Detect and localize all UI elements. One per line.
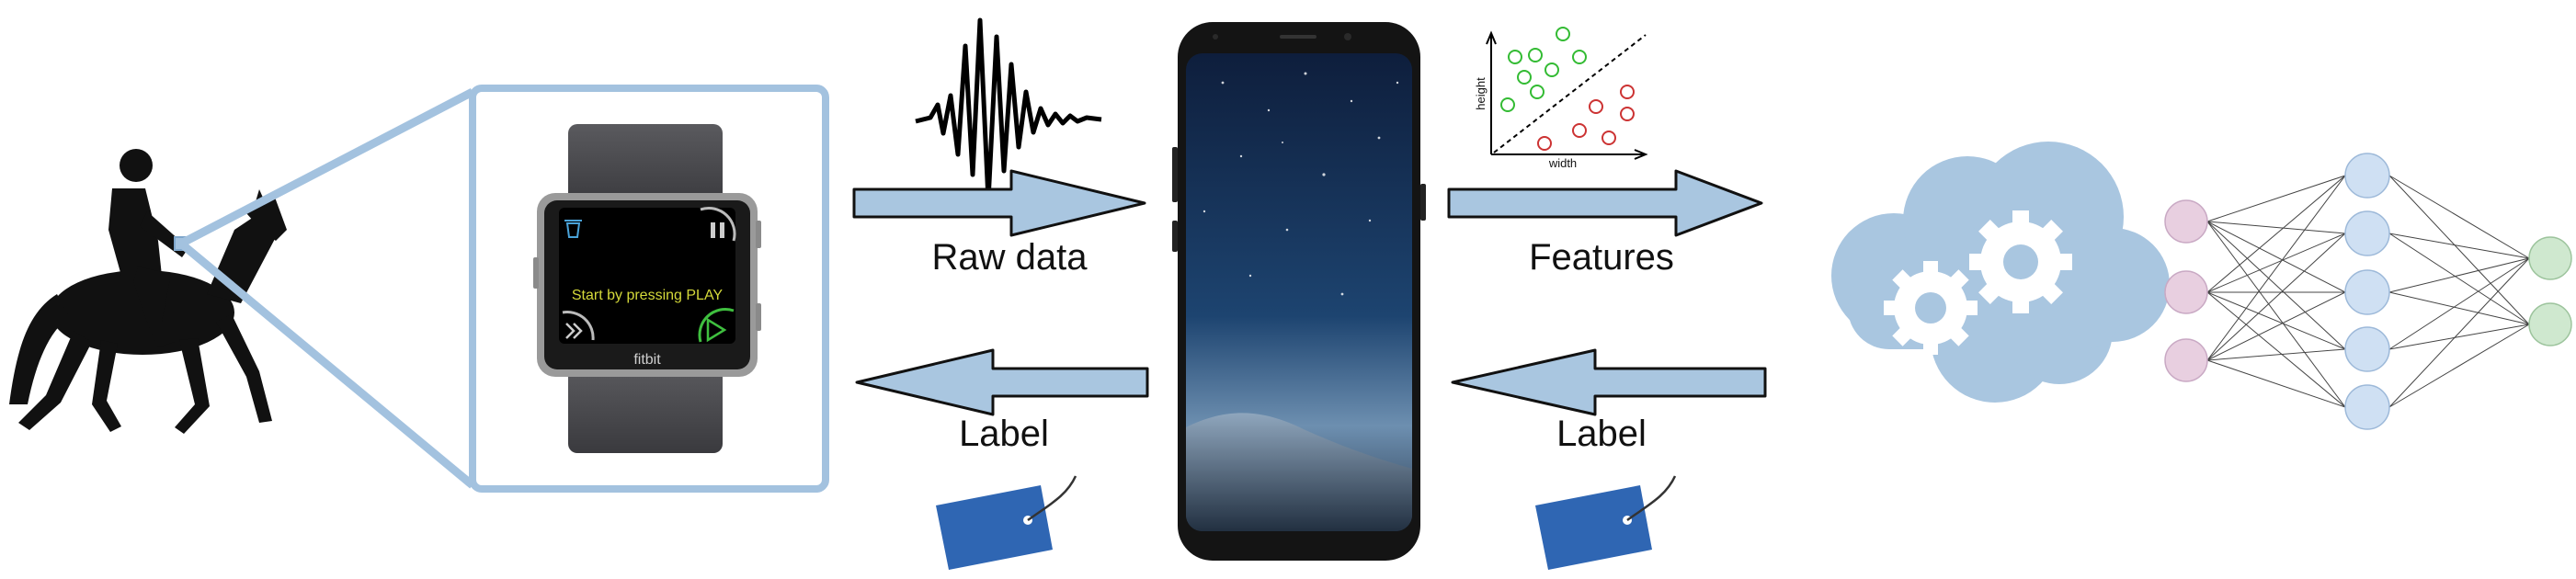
skip-icon xyxy=(562,311,595,341)
nn-hidden-node xyxy=(2344,326,2390,372)
nn-connection xyxy=(2206,221,2346,350)
nn-connection xyxy=(2206,221,2346,293)
nn-connection xyxy=(2206,175,2346,361)
smartphone xyxy=(1172,22,1426,561)
nn-connection xyxy=(2206,175,2346,222)
nn-connection xyxy=(2206,291,2346,350)
nn-connection xyxy=(2388,233,2530,259)
raw-data-label: Raw data xyxy=(932,237,1089,278)
nn-connection xyxy=(2206,175,2346,293)
arrow-label-left xyxy=(855,348,1149,416)
gear-icon xyxy=(1884,210,2072,355)
nn-hidden-node xyxy=(2344,269,2390,315)
nn-connection xyxy=(2388,291,2530,325)
smartwatch: Start by pressing PLAY fitbit xyxy=(533,124,761,453)
scatter-xlabel: width xyxy=(1548,156,1577,170)
nn-input-node xyxy=(2164,199,2208,244)
nn-connection xyxy=(2206,233,2346,293)
pause-icon xyxy=(700,207,736,242)
scatter-plot-icon: width height xyxy=(1474,27,1648,170)
nn-connection xyxy=(2388,175,2530,325)
features-label: Features xyxy=(1529,237,1674,278)
nn-connection xyxy=(2206,348,2346,361)
nn-hidden-node xyxy=(2344,384,2390,430)
nn-input-node xyxy=(2164,270,2208,314)
arrow-label-right xyxy=(1451,348,1767,416)
neural-network-icon xyxy=(2164,153,2572,430)
nn-connection xyxy=(2388,324,2530,408)
scatter-ylabel: height xyxy=(1474,77,1487,110)
nn-hidden-node xyxy=(2344,153,2390,199)
nn-output-node xyxy=(2528,302,2572,346)
nn-connection xyxy=(2206,291,2346,408)
arrow-features xyxy=(1447,169,1763,237)
label-right: Label xyxy=(1556,414,1647,454)
raw-signal-wave xyxy=(915,17,1102,203)
watch-message: Start by pressing PLAY xyxy=(572,288,724,303)
nn-input-node xyxy=(2164,338,2208,382)
nn-connection xyxy=(2388,257,2530,408)
nn-connection xyxy=(2388,257,2530,350)
nn-connection xyxy=(2388,233,2530,325)
nn-connection xyxy=(2388,257,2530,293)
label-left: Label xyxy=(959,414,1049,454)
nn-output-node xyxy=(2528,236,2572,280)
nn-hidden-node xyxy=(2344,210,2390,256)
zoom-lines xyxy=(178,88,475,489)
cup-icon xyxy=(564,220,582,238)
nn-connection xyxy=(2206,291,2346,361)
nn-connection xyxy=(2206,359,2346,408)
nn-connection xyxy=(2388,324,2530,350)
nn-connection xyxy=(2206,221,2346,408)
nn-connection xyxy=(2206,233,2346,361)
nn-connection xyxy=(2206,221,2346,234)
arrow-raw-data xyxy=(852,169,1146,237)
nn-connection xyxy=(2388,175,2530,259)
tag-icon-left xyxy=(936,475,1077,570)
watch-brand: fitbit xyxy=(633,352,661,368)
play-icon xyxy=(698,308,735,343)
tag-icon-right xyxy=(1535,475,1677,570)
horse-rider-icon xyxy=(9,149,287,434)
